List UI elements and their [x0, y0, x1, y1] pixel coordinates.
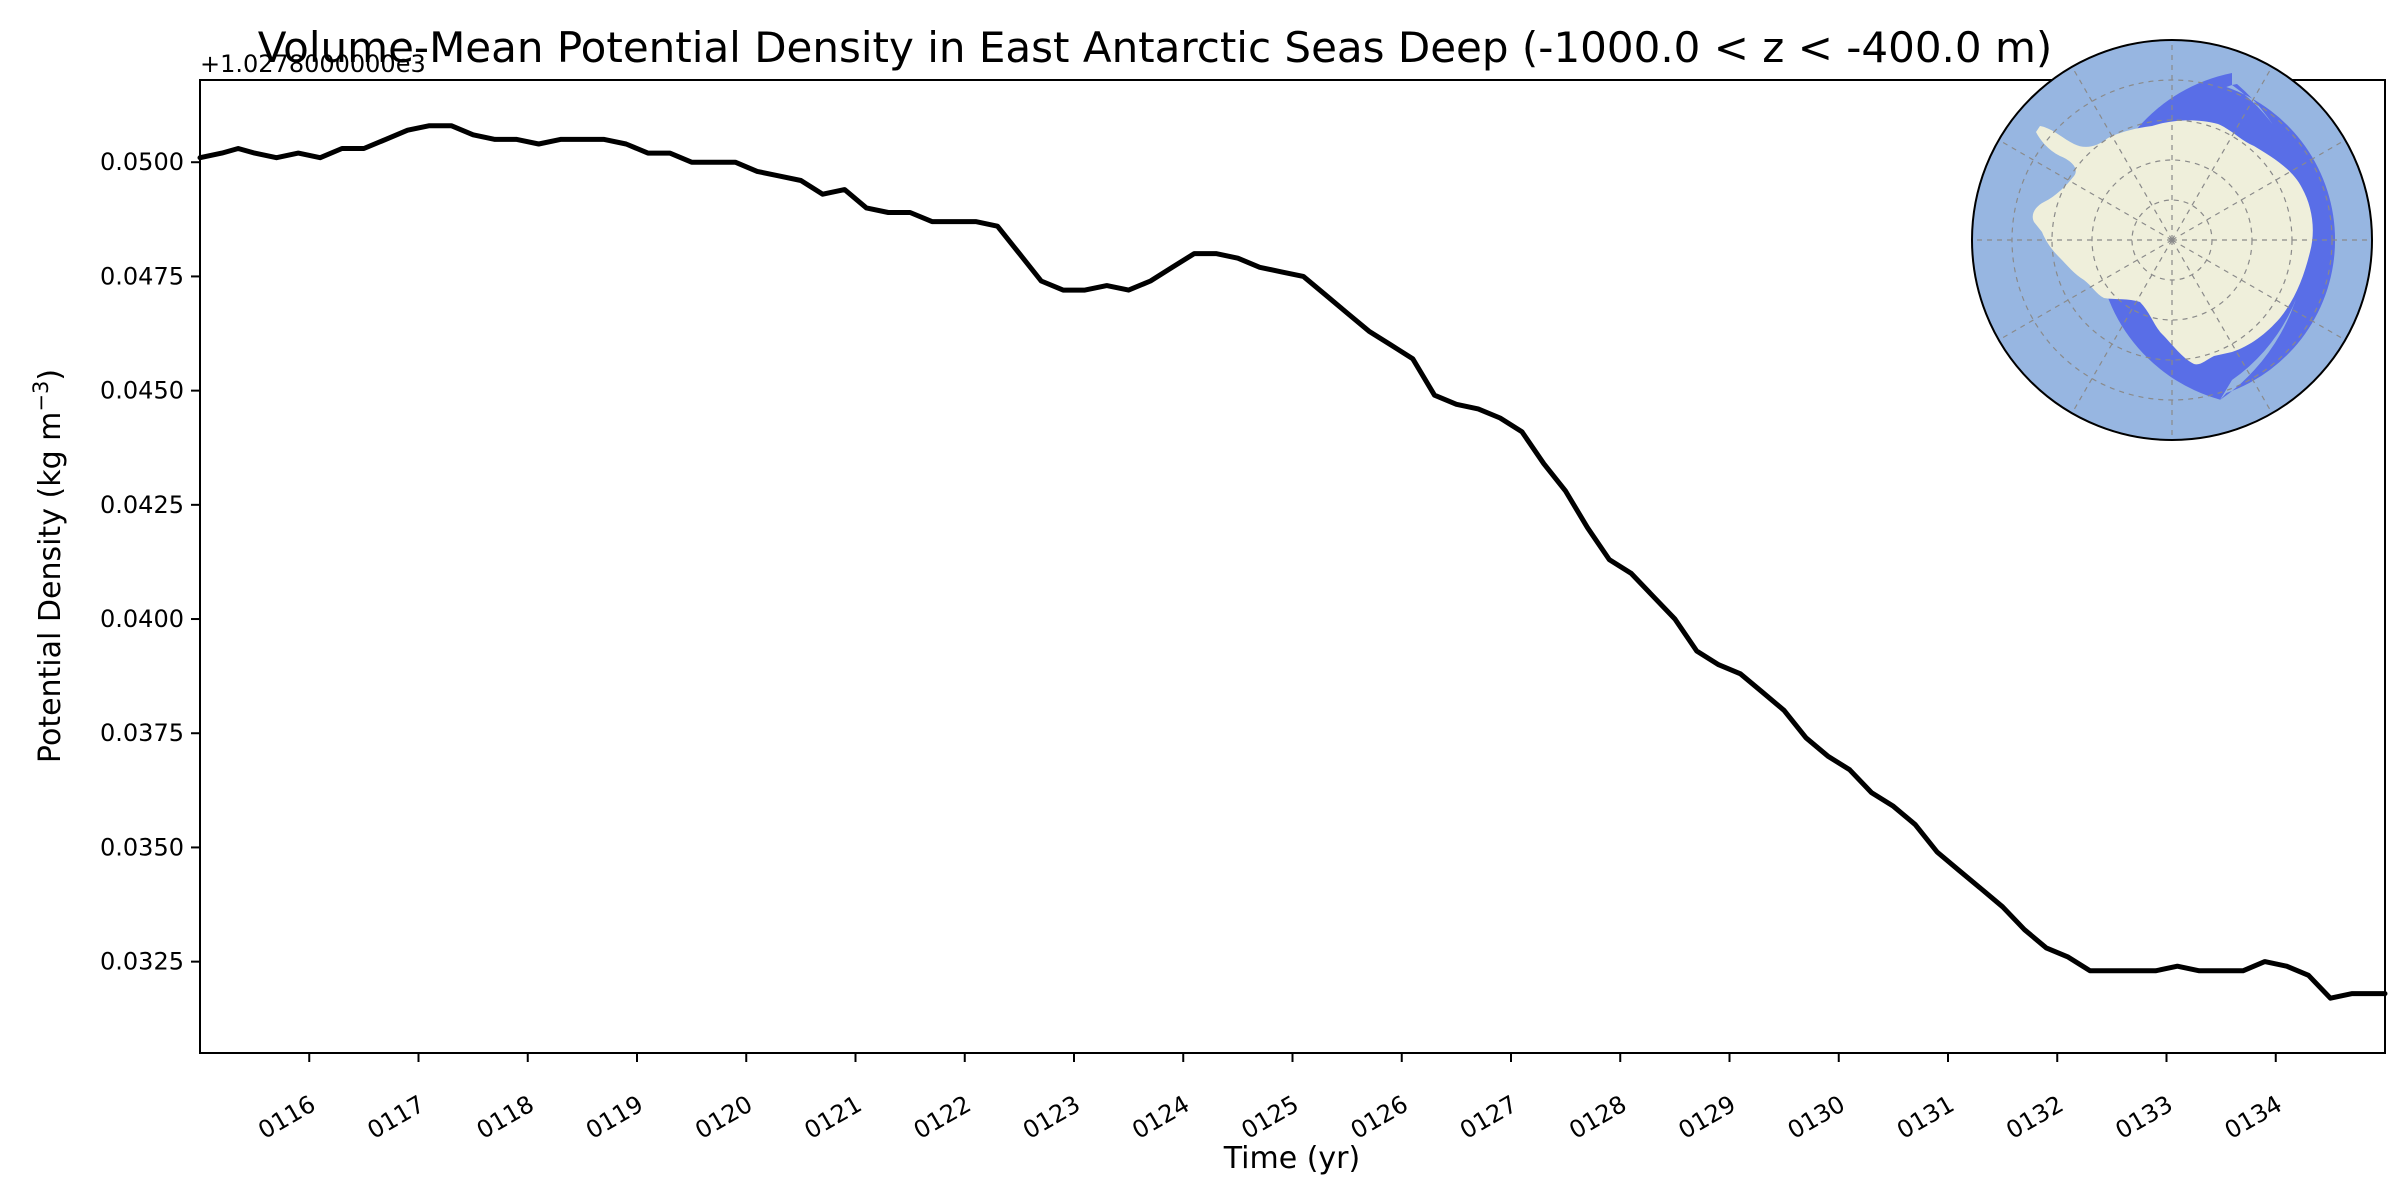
y-axis-label-close: ) — [33, 369, 68, 381]
x-axis-label: Time (yr) — [1223, 1141, 1360, 1176]
y-tick-label: 0.0400 — [100, 605, 184, 633]
y-tick-label: 0.0450 — [100, 377, 184, 405]
chart-title: Volume-Mean Potential Density in East An… — [258, 23, 2053, 72]
graticule-meridian — [1998, 139, 2173, 241]
graticule-meridian — [2171, 239, 2273, 414]
x-tick-label: 0125 — [1237, 1090, 1304, 1145]
x-tick-label: 0117 — [363, 1090, 430, 1145]
y-ticks: 0.0325 0.0350 0.0375 0.0400 0.0425 0.0450 0.04… — [100, 148, 200, 976]
x-tick-label: 0133 — [2111, 1090, 2178, 1145]
map-border — [1971, 39, 2373, 441]
y-axis-label: Potential Density (kg m−3) — [29, 369, 68, 763]
graticule-meridian — [2171, 139, 2346, 241]
y-tick-label: 0.0350 — [100, 833, 184, 861]
inset-map — [1971, 39, 2373, 441]
x-tick-label: 0122 — [909, 1090, 976, 1145]
x-tick-label: 0132 — [2001, 1090, 2068, 1145]
x-tick-label: 0129 — [1674, 1090, 1741, 1145]
map-graticule — [1972, 40, 2372, 440]
x-tick-label: 0130 — [1783, 1090, 1850, 1145]
x-tick-label: 0131 — [1892, 1090, 1959, 1145]
x-tick-label: 0119 — [581, 1090, 648, 1145]
x-tick-label: 0134 — [2220, 1090, 2287, 1145]
graticule-meridian — [2171, 239, 2346, 341]
graticule-meridian — [1998, 239, 2173, 341]
graticule-meridian — [2171, 66, 2273, 241]
x-tick-label: 0128 — [1564, 1090, 1631, 1145]
y-axis-label-main: Potential Density (kg m — [33, 412, 68, 763]
x-tick-label: 0120 — [690, 1090, 757, 1145]
y-tick-label: 0.0475 — [100, 262, 184, 290]
x-tick-label: 0123 — [1018, 1090, 1085, 1145]
x-tick-label: 0118 — [472, 1090, 539, 1145]
x-tick-label: 0126 — [1346, 1090, 1413, 1145]
y-tick-label: 0.0375 — [100, 719, 184, 747]
plot-frame — [199, 79, 2386, 1054]
x-tick-label: 0116 — [253, 1090, 320, 1145]
x-tick-label: 0121 — [800, 1090, 867, 1145]
x-tick-label: 0124 — [1127, 1090, 1194, 1145]
graticule-meridian — [2071, 66, 2173, 241]
series-line-east-antarctic-seas-deep — [197, 123, 2388, 1001]
y-offset-label: +1.0278000000e3 — [200, 50, 426, 78]
graticule-meridian — [2071, 239, 2173, 414]
x-ticks: 0116 0117 0118 0119 0120 0121 0122 0123 0124 0125… — [253, 1053, 2287, 1145]
y-tick-label: 0.0500 — [100, 148, 184, 176]
x-tick-label: 0127 — [1455, 1090, 1522, 1145]
y-axis-label-superscript: −3 — [29, 381, 53, 412]
y-tick-label: 0.0425 — [100, 491, 184, 519]
y-tick-label: 0.0325 — [100, 948, 184, 976]
